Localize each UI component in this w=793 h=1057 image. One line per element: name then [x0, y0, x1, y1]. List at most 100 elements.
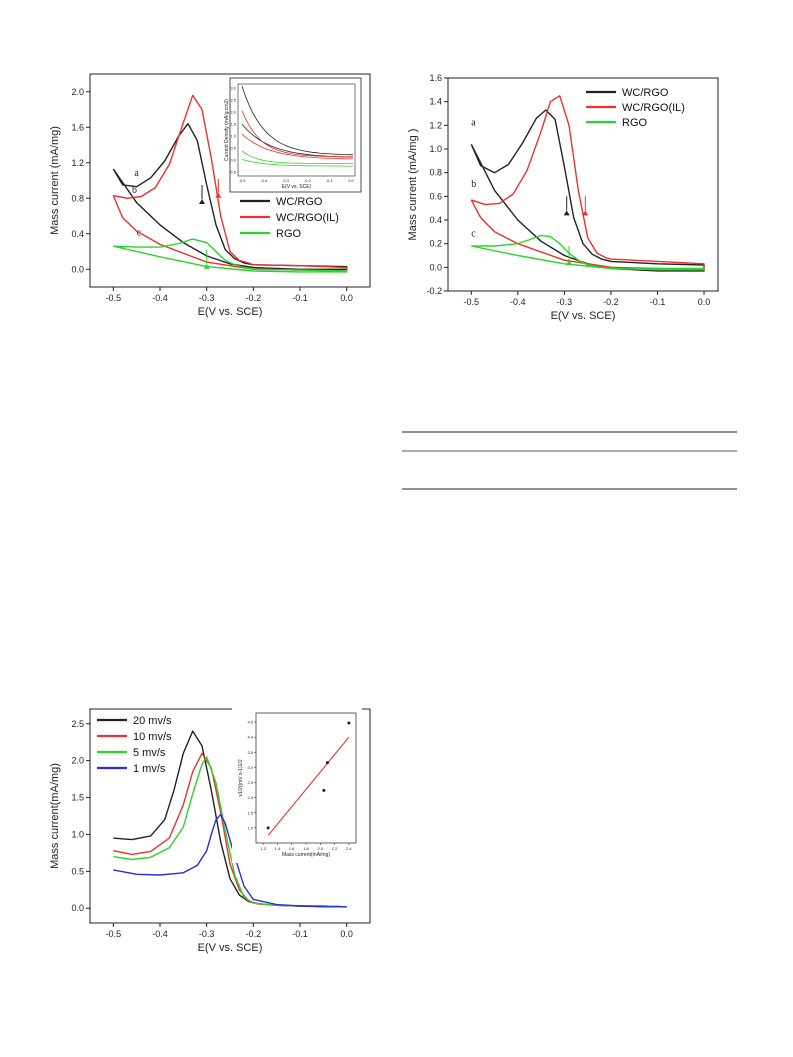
fig1-ytick-label: 0.4 — [71, 229, 84, 239]
fig1-inset-ytick-label: 3.0 — [230, 86, 236, 91]
fig2-series-line-1 — [470, 95, 705, 271]
fig2-ytick-label: 1.6 — [429, 73, 442, 83]
fig3-legend-label: 20 mv/s — [133, 715, 172, 727]
fig1-ytick-label: 0.8 — [71, 193, 84, 203]
fig1-curve-annotation: c — [137, 228, 142, 239]
fig3-inset-ytick-label: 3.0 — [247, 765, 253, 770]
fig3-legend-label: 1 mv/s — [133, 763, 166, 775]
fig3-inset-data-point — [347, 721, 351, 725]
fig2-y-axis-label: Mass current (mA/mg ) — [407, 129, 419, 241]
fig2-plot-frame — [447, 77, 719, 292]
fig2-scan-arrow-head — [563, 210, 570, 216]
fig1-inset-xtick-label: -0.2 — [304, 178, 312, 183]
fig2-ytick-label: 1.0 — [429, 144, 442, 154]
fig1-inset-curve — [241, 86, 353, 156]
fig1-inset-ytick-label: -0.5 — [229, 170, 237, 175]
fig1-inset-xtick-label: -0.1 — [326, 178, 334, 183]
table-rules — [402, 431, 737, 490]
fig2-series-line-0 — [470, 109, 705, 272]
fig3-inset-fit-line — [267, 736, 350, 836]
fig1-inset-ytick-label: 1.0 — [230, 134, 236, 139]
fig1-scan-arrow-head — [199, 198, 205, 204]
fig1-y-axis-label: Mass current (mA/mg) — [49, 126, 61, 235]
fig3-ytick-label: 1.5 — [71, 793, 84, 803]
fig3-xtick-label: -0.4 — [152, 929, 168, 939]
fig3-inset-ytick-label: 4.5 — [247, 720, 253, 725]
fig1-inset-ytick-label: 2.0 — [230, 110, 236, 115]
fig1-ytick-label: 1.2 — [71, 158, 84, 168]
fig3-inset-ytick-label: 2.5 — [247, 780, 253, 785]
fig1-curve-annotation: b — [132, 185, 137, 196]
fig2-ytick-label: 0.8 — [429, 168, 442, 178]
fig3-xtick-label: -0.2 — [246, 929, 262, 939]
fig1-inset-ytick-label: 1.5 — [230, 122, 236, 127]
fig2-ytick-label: 1.2 — [429, 120, 442, 130]
fig2-xtick-label: 0.0 — [698, 297, 711, 307]
fig2-ytick-label: 1.4 — [429, 97, 442, 107]
fig1-inset-xtick-label: 0.0 — [348, 178, 354, 183]
fig1-legend-label: RGO — [276, 228, 302, 240]
fig1-plot-frame — [89, 73, 371, 288]
fig1-ytick-label: 1.6 — [71, 122, 84, 132]
fig2-curve-annotation: b — [471, 179, 476, 190]
fig1-xtick-label: -0.4 — [152, 293, 168, 303]
fig1-inset-plot-frame — [237, 83, 356, 177]
fig1-inset-curve — [241, 110, 354, 158]
fig1-inset-y-axis-label: Current Density (mA/g cm2) — [224, 99, 230, 161]
fig1-inset-xtick-label: -0.5 — [239, 178, 247, 183]
fig3-xtick-label: -0.1 — [292, 929, 308, 939]
fig2-ytick-label: 0.0 — [429, 262, 442, 272]
fig1-xtick-label: -0.1 — [292, 293, 308, 303]
fig2-xtick-label: -0.1 — [650, 297, 666, 307]
fig3-legend-label: 5 mv/s — [133, 747, 166, 759]
fig2-xtick-label: -0.4 — [510, 297, 526, 307]
fig1-series-line-2 — [113, 238, 348, 273]
fig2-legend-label: WC/RGO — [622, 87, 669, 99]
fig2-curve-annotation: c — [471, 229, 476, 240]
fig3-inset-data-point — [266, 826, 270, 830]
fig2-xtick-label: -0.2 — [603, 297, 619, 307]
fig3-inset-ytick-label: 1.5 — [247, 810, 253, 815]
fig1-inset-curve — [241, 133, 353, 160]
fig3-inset-y-axis-label: v1/2((mV s-1)1/2 — [238, 759, 244, 796]
fig2-ytick-label: -0.2 — [426, 286, 442, 296]
fig1-x-axis-label: E(V vs. SCE) — [198, 306, 263, 318]
fig2-scan-arrow-head — [582, 210, 589, 216]
fig3-inset-ytick-label: 4.0 — [247, 735, 253, 740]
fig3-inset-xtick-label: 1.8 — [303, 846, 309, 851]
fig1-scan-arrow-head — [203, 263, 210, 269]
fig3-ytick-label: 0.5 — [71, 866, 84, 876]
fig3-inset-x-axis-label: Mass current(mA/mg) — [282, 852, 330, 858]
fig1-ytick-label: 0.0 — [71, 264, 84, 274]
fig3-ytick-label: 2.5 — [71, 719, 84, 729]
fig3-ytick-label: 0.0 — [71, 903, 84, 913]
fig3-inset-ytick-label: 3.5 — [247, 750, 253, 755]
fig1-xtick-label: -0.5 — [106, 293, 122, 303]
fig1-xtick-label: 0.0 — [340, 293, 353, 303]
fig1-inset-frame — [229, 77, 362, 193]
fig3-inset-xtick-label: 1.6 — [289, 846, 295, 851]
fig3-series-line-3 — [113, 813, 347, 908]
fig3-x-axis-label: E(V vs. SCE) — [198, 942, 263, 954]
fig2-ytick-label: 0.6 — [429, 191, 442, 201]
fig1-curve-annotation: a — [134, 168, 139, 179]
fig1-inset-curve — [241, 150, 353, 165]
fig3-inset-xtick-label: 1.4 — [275, 846, 281, 851]
chart-fig3: -0.5 -0.4 -0.3 -0.2 -0.1 0.0 0.0 0.5 1.0 1.5 2.0 2.… — [49, 707, 371, 954]
fig3-inset-data-point — [322, 789, 326, 792]
fig1-xtick-label: -0.3 — [199, 293, 215, 303]
fig3-inset-xtick-label: 2.0 — [318, 846, 324, 851]
fig1-ytick-label: 2.0 — [71, 87, 84, 97]
fig1-series-line-1 — [112, 94, 348, 272]
fig3-inset-ytick-label: 2.0 — [247, 795, 253, 800]
fig2-ytick-label: 0.2 — [429, 239, 442, 249]
fig2-xtick-label: -0.3 — [557, 297, 573, 307]
fig3-inset-xtick-label: 2.2 — [332, 846, 338, 851]
fig3-inset-data-point — [326, 761, 329, 764]
chart-fig1: -0.5 -0.4 -0.3 -0.2 -0.1 0.0 0.0 0.4 0.8 1.2 1.6 2.… — [49, 73, 371, 318]
chart-fig3-inset: 1.2 1.4 1.6 1.8 2.0 2.2 2.4 1.0 1.5 2.0 2.5 3.0 3.5 4… — [232, 707, 362, 863]
fig1-legend-label: WC/RGO — [276, 196, 323, 208]
fig1-xtick-label: -0.2 — [246, 293, 262, 303]
fig1-inset-x-axis-label: E(V vs. SCE) — [282, 184, 312, 190]
